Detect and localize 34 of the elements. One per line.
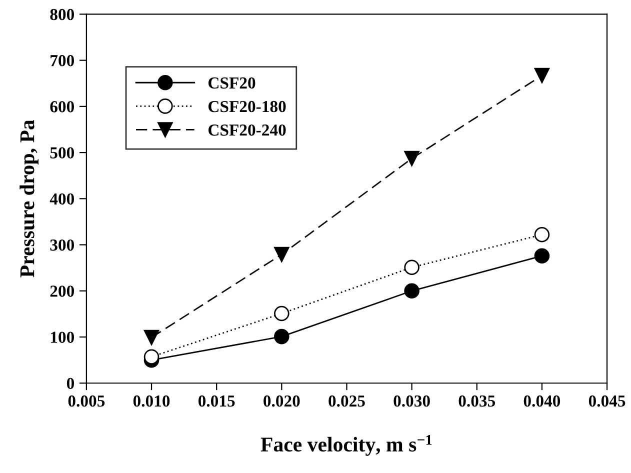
y-tick-label: 400	[50, 193, 74, 205]
point	[144, 330, 160, 346]
point	[404, 283, 420, 299]
y-tick-label: 600	[50, 101, 74, 112]
point	[534, 248, 550, 264]
legend-label: CSF20-240	[208, 124, 286, 136]
point	[404, 260, 420, 276]
y-tick-label: 200	[50, 286, 74, 297]
x-axis-title: Face velocity, m s$^{−1}$	[260, 435, 432, 456]
point	[144, 349, 160, 364]
point	[534, 226, 550, 242]
point	[274, 328, 290, 344]
x-tick-label: 0.040	[524, 395, 560, 407]
y-tick-label: 500	[50, 147, 74, 158]
legend-label: CSF20-180	[208, 100, 286, 112]
legend-label: CSF20	[208, 77, 256, 89]
point	[404, 150, 420, 166]
x-tick-label: 0.015	[198, 395, 235, 407]
x-tick-label: 0.045	[588, 395, 626, 407]
point	[274, 306, 290, 322]
x-tick-label: 0.030	[394, 395, 430, 407]
point	[274, 246, 290, 262]
y-axis-title: Pressure drop, Pa	[20, 120, 39, 278]
x-tick-label: 0.025	[328, 395, 365, 407]
y-tick-label: 700	[50, 55, 74, 66]
x-tick-label: 0.005	[68, 395, 105, 407]
x-tick-label: 0.020	[264, 395, 300, 407]
y-tick-label: 800	[50, 8, 74, 20]
x-tick-label: 0.035	[458, 395, 496, 407]
point	[534, 68, 550, 84]
x-tick-label: 0.010	[133, 395, 170, 407]
y-tick-label: 300	[50, 239, 74, 251]
y-tick-label: 100	[50, 332, 74, 343]
y-tick-label: 0	[66, 378, 74, 390]
